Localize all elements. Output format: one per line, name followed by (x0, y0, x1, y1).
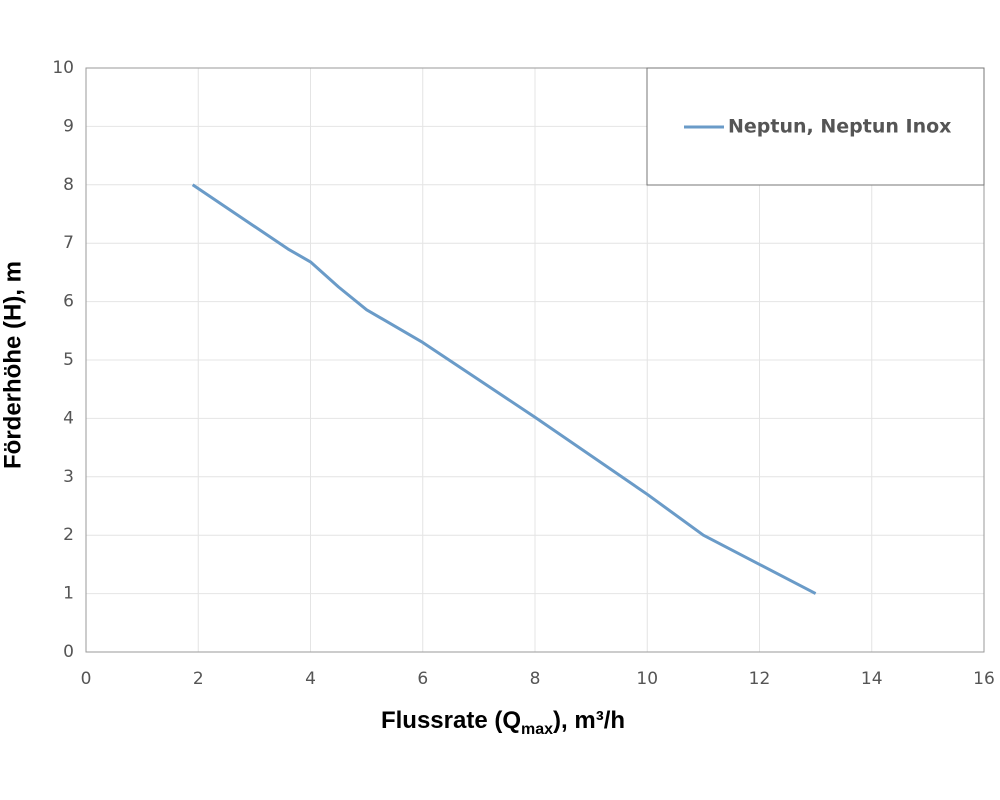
x-tick-label: 12 (749, 669, 771, 689)
y-tick-label: 0 (63, 642, 74, 662)
x-tick-label: 4 (305, 669, 316, 689)
y-tick-label: 4 (63, 408, 74, 428)
plot-frame (85, 67, 985, 653)
x-tick-label: 2 (193, 669, 204, 689)
y-tick-label: 7 (63, 233, 74, 253)
y-tick-label: 10 (52, 58, 74, 78)
x-axis-title: Flussrate (Qmax), m³/h (381, 707, 625, 738)
data-line (191, 183, 817, 595)
x-tick-label: 0 (81, 669, 92, 689)
x-tick-label: 10 (636, 669, 658, 689)
x-tick-label: 6 (417, 669, 428, 689)
x-axis-title-part: Flussrate (Q (381, 707, 521, 734)
y-tick-label: 1 (63, 584, 74, 604)
x-axis-title-subscript: max (521, 721, 553, 738)
legend-label: Neptun, Neptun Inox (728, 116, 951, 138)
y-tick-label: 8 (63, 175, 74, 195)
x-tick-label: 14 (861, 669, 883, 689)
y-tick-label: 5 (63, 350, 74, 370)
y-axis-title: Förderhöhe (H), m (0, 261, 26, 469)
x-axis-title-part: ), m³/h (553, 707, 625, 734)
y-tick-label: 3 (63, 467, 74, 487)
y-tick-label: 9 (63, 116, 74, 136)
y-tick-label: 2 (63, 525, 74, 545)
y-tick-label: 6 (63, 292, 74, 312)
x-tick-label: 8 (530, 669, 541, 689)
x-tick-label: 16 (973, 669, 995, 689)
